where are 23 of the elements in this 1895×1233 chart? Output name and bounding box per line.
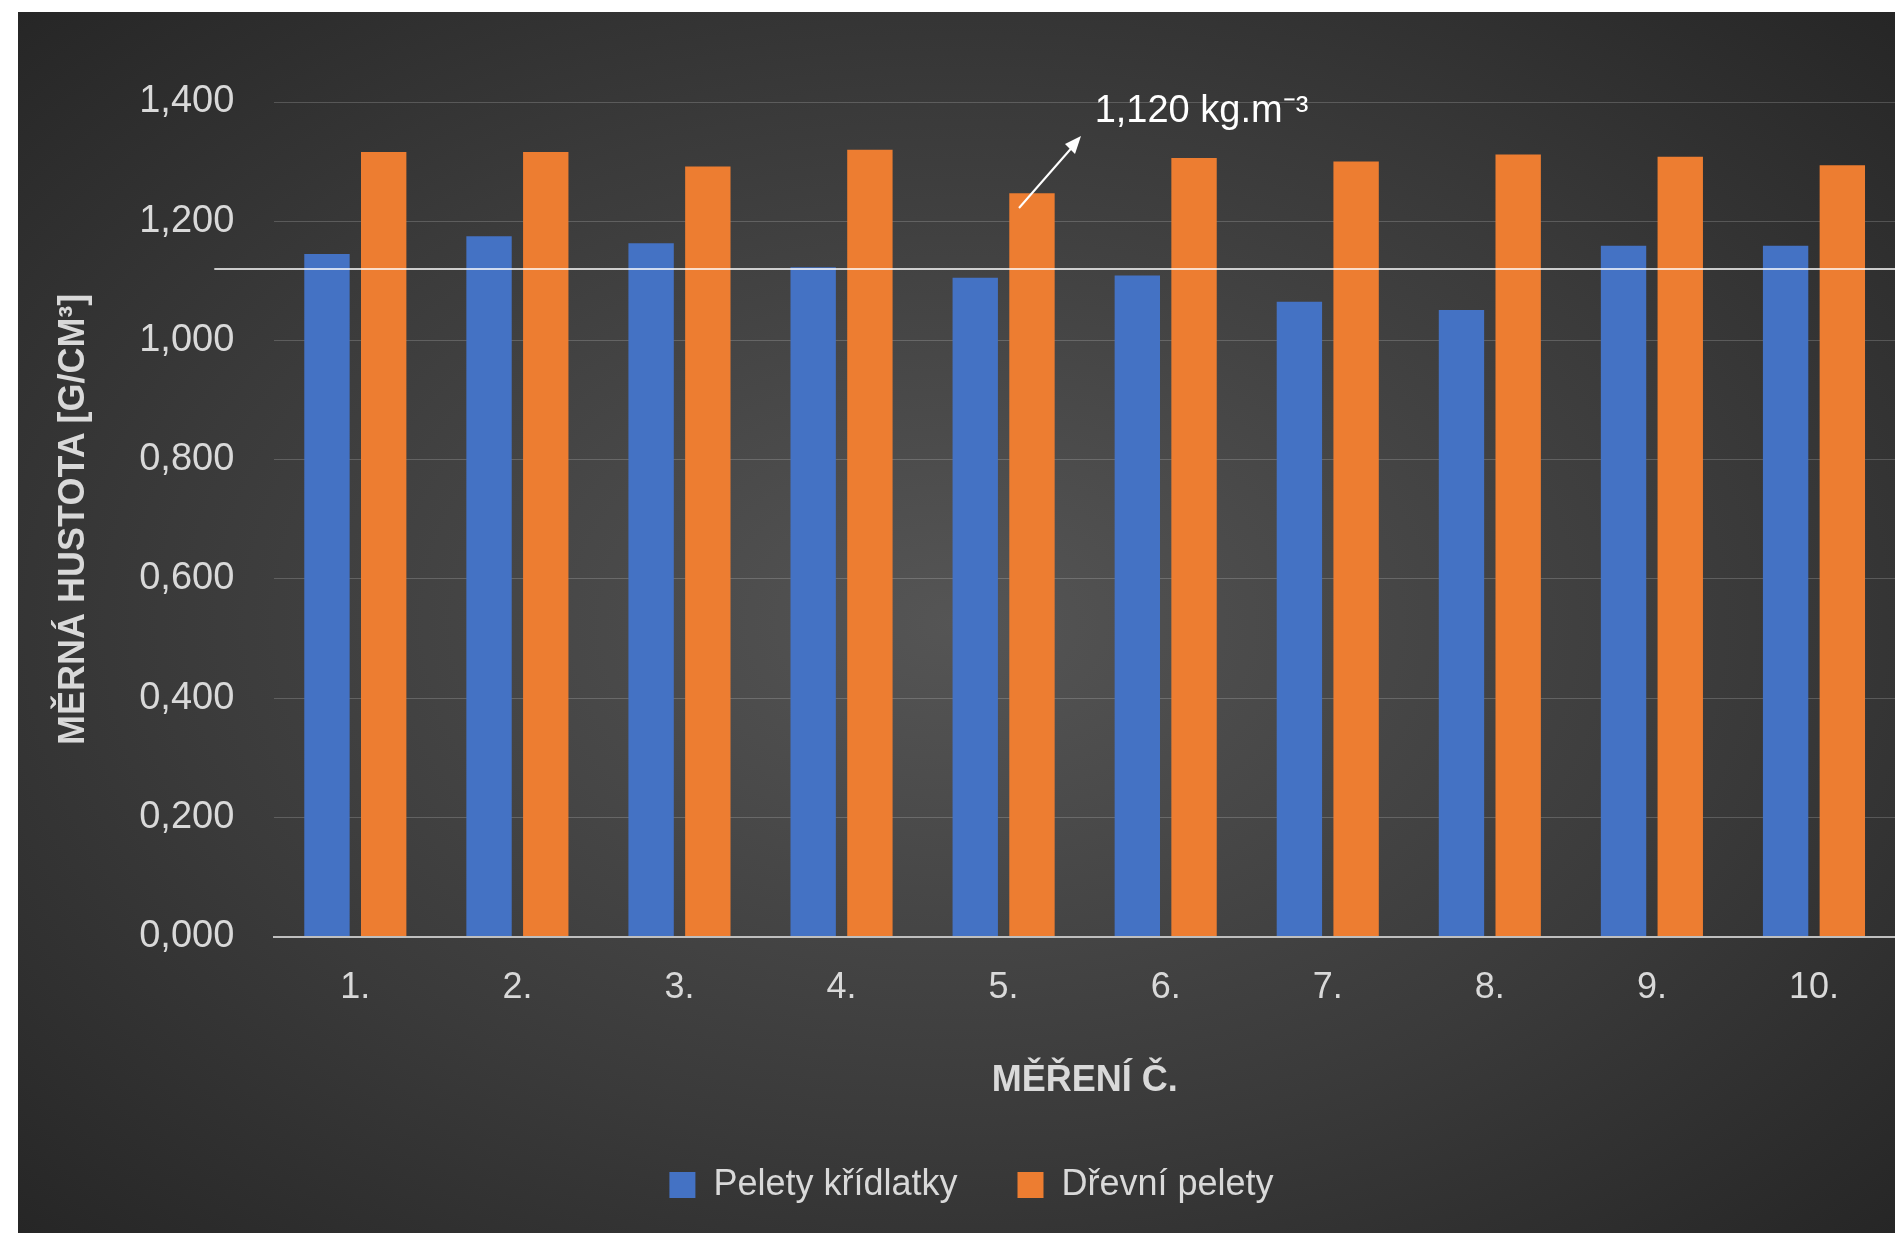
y-tick-label: 1,200 — [139, 197, 235, 240]
x-tick-label: 6. — [1150, 965, 1181, 1007]
x-tick-label: 7. — [1312, 965, 1343, 1007]
x-tick-label: 8. — [1474, 965, 1505, 1007]
y-tick-label: 0,400 — [139, 674, 235, 717]
x-axis-title: MĚŘENÍ Č. — [991, 1057, 1178, 1100]
x-tick-label: 4. — [826, 965, 857, 1007]
legend-label: Dřevní pelety — [1061, 1161, 1274, 1203]
y-tick-label: 0,800 — [139, 436, 235, 479]
y-tick-label: 0,600 — [139, 555, 235, 598]
x-tick-label: 2. — [502, 965, 533, 1007]
x-tick-label: 3. — [664, 965, 695, 1007]
legend-label: Pelety křídlatky — [713, 1161, 958, 1203]
y-axis-title: MĚRNÁ HUSTOTA [G/CM³] — [49, 293, 92, 745]
y-tick-label: 1,000 — [139, 316, 235, 359]
annotation: 1,120 kg.m⁻³ — [1094, 88, 1309, 131]
y-tick-label: 1,400 — [139, 78, 235, 121]
x-tick-label: 9. — [1636, 965, 1667, 1007]
y-tick-label: 0,200 — [139, 793, 235, 836]
x-tick-label: 5. — [988, 965, 1019, 1007]
x-tick-label: 1. — [340, 965, 371, 1007]
x-tick-label: 10. — [1788, 965, 1839, 1007]
y-tick-label: 0,000 — [139, 913, 235, 956]
